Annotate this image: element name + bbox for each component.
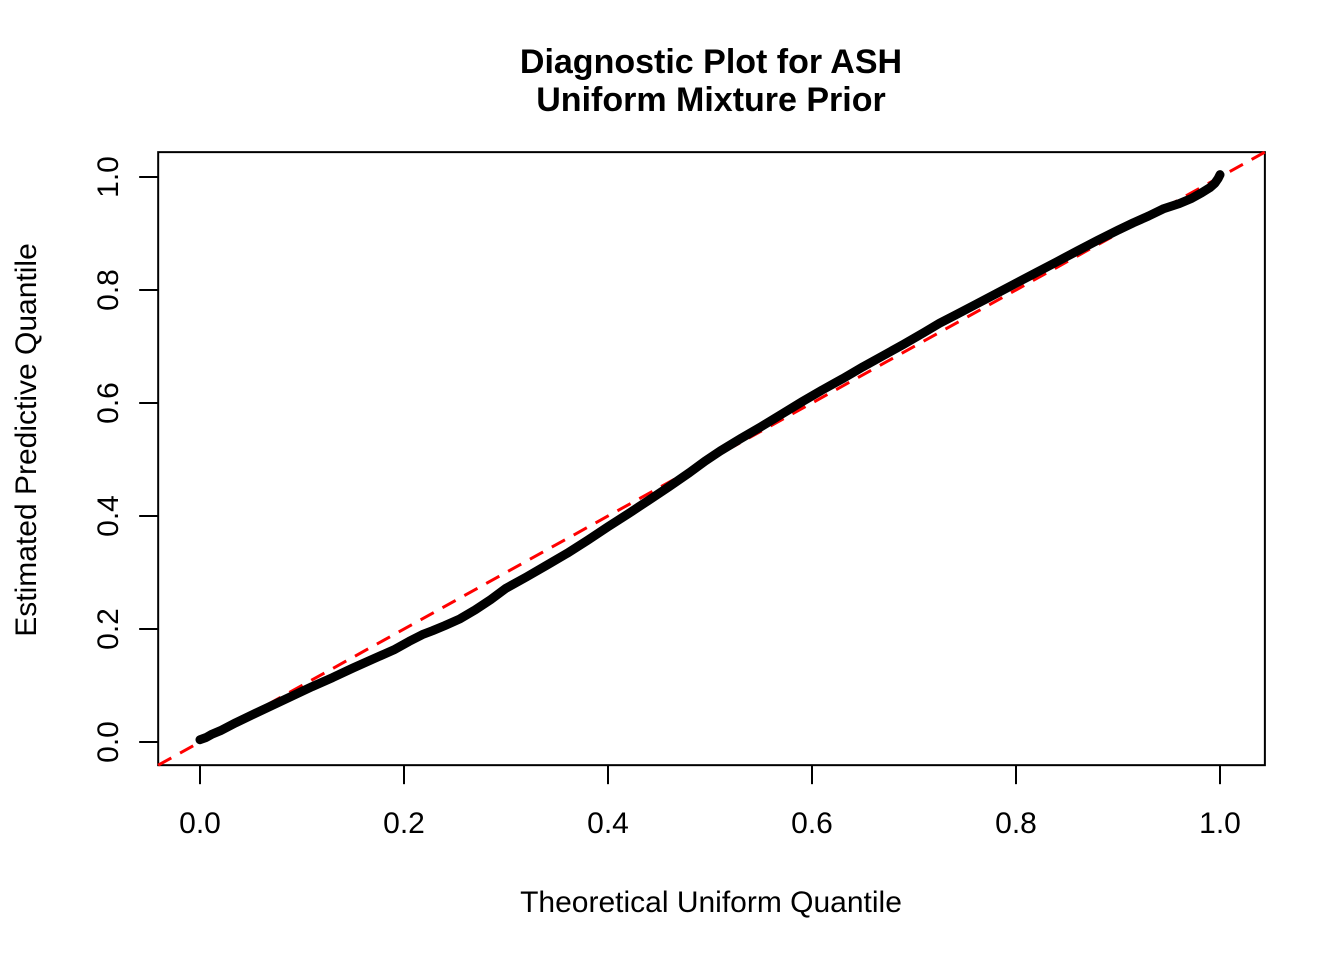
x-axis-title: Theoretical Uniform Quantile	[520, 886, 902, 919]
y-axis-tick-label: 0.4	[92, 495, 125, 537]
y-axis-tick-label: 0.8	[92, 269, 125, 311]
x-axis-tick-label: 0.8	[995, 807, 1037, 840]
plot-title-line2: Uniform Mixture Prior	[536, 81, 885, 119]
y-axis-tick-label: 0.2	[92, 608, 125, 650]
x-axis-tick-label: 1.0	[1199, 807, 1241, 840]
plot-box	[157, 151, 1266, 767]
x-axis-tick-label: 0.2	[383, 807, 425, 840]
y-axis-tick-label: 0.6	[92, 382, 125, 424]
y-axis-tick-label: 0.0	[92, 721, 125, 763]
y-axis-title: Estimated Predictive Quantile	[10, 243, 43, 637]
plot-title-line1: Diagnostic Plot for ASH	[520, 43, 902, 81]
y-axis-tick-label: 1.0	[92, 156, 125, 198]
x-axis-tick-label: 0.6	[791, 807, 833, 840]
x-axis-tick-label: 0.4	[587, 807, 629, 840]
x-axis-tick-label: 0.0	[179, 807, 221, 840]
qq-curve	[195, 170, 1225, 745]
